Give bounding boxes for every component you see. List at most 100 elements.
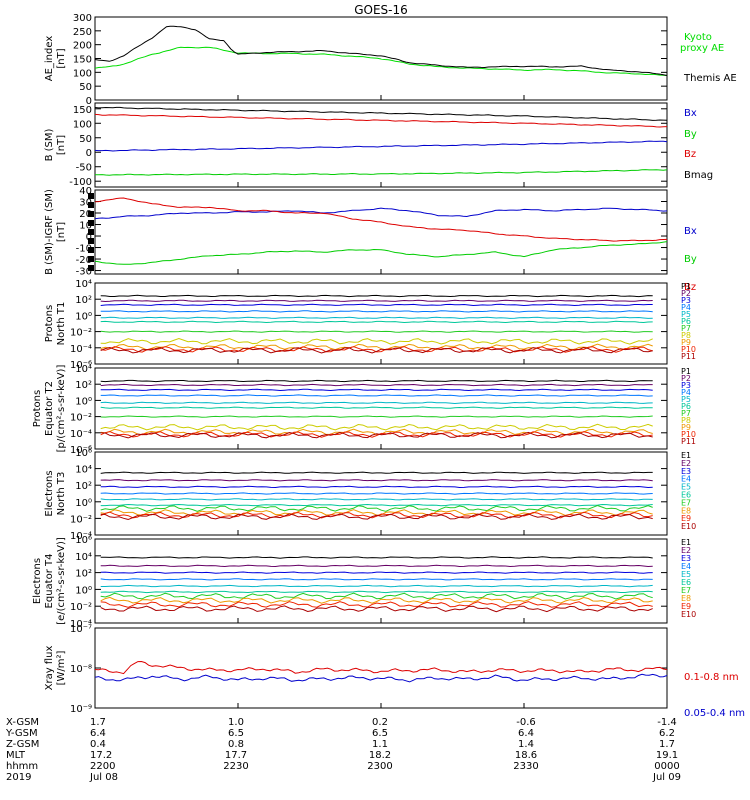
protons-north-channel-p3 xyxy=(100,303,653,307)
b-igrf-edge-marker xyxy=(88,238,94,244)
protons-north-legend-p11: P11 xyxy=(681,352,696,361)
protons-north-channel-p7 xyxy=(100,330,653,333)
b-igrf-edge-marker xyxy=(88,265,94,271)
b-sm-tick-label: 50 xyxy=(79,134,92,145)
ae-index-tick-label: 100 xyxy=(73,68,92,79)
protons-north-legend-p10: P10 xyxy=(681,345,696,354)
ae-index-ylabel: [nT] xyxy=(56,48,67,68)
electrons-equator-ylabel: Equator T4 xyxy=(44,554,55,609)
time-axis-value: 1.0 xyxy=(228,717,244,728)
electrons-north-channel-e1 xyxy=(100,471,653,474)
b-sm-series-bx xyxy=(94,140,668,152)
electrons-north-legend-e9: E9 xyxy=(681,514,691,523)
protons-equator-ylabel: Protons xyxy=(32,390,43,427)
time-axis-value: 6.2 xyxy=(659,728,675,739)
b-igrf-tick-label: 30 xyxy=(79,198,92,209)
protons-equator-legend-p7: P7 xyxy=(681,409,691,418)
b-igrf-tick-label: 40 xyxy=(79,186,92,197)
ae-index-tick-label: 200 xyxy=(73,41,92,52)
electrons-north-tick-label: 10⁰ xyxy=(75,498,92,509)
protons-north-channel-p8 xyxy=(100,337,653,345)
time-axis-value: -1.4 xyxy=(657,717,677,728)
time-axis-value: 2230 xyxy=(223,761,248,772)
time-axis-value: 0000 xyxy=(654,761,679,772)
protons-north-legend-p1: P1 xyxy=(681,282,691,291)
protons-north-tick-label: 10⁻⁴ xyxy=(70,344,92,355)
electrons-north-channel-e7 xyxy=(100,504,653,512)
protons-north-channel-p9 xyxy=(100,343,653,351)
time-axis-value: 6.4 xyxy=(90,728,106,739)
electrons-equator-legend-e5: E5 xyxy=(681,570,691,579)
time-axis-value: 18.2 xyxy=(369,750,391,761)
protons-north-legend-p8: P8 xyxy=(681,331,691,340)
xray-tick-label: 10⁻⁷ xyxy=(70,624,92,635)
protons-north-channel-p2 xyxy=(100,299,653,303)
protons-equator-legend-p2: P2 xyxy=(681,374,691,383)
protons-equator-legend-p5: P5 xyxy=(681,395,691,404)
protons-equator-legend-p9: P9 xyxy=(681,423,691,432)
electrons-north-legend-e6: E6 xyxy=(681,491,691,500)
protons-north-legend-p9: P9 xyxy=(681,338,691,347)
electrons-north-channel-e9 xyxy=(100,511,653,519)
b-igrf-series-bx xyxy=(94,207,668,220)
electrons-equator-legend-e8: E8 xyxy=(681,594,691,603)
electrons-equator-legend-e9: E9 xyxy=(681,602,691,611)
electrons-equator-tick-label: 10² xyxy=(75,569,92,580)
time-axis-value: 6.5 xyxy=(228,728,244,739)
protons-north-legend-p6: P6 xyxy=(681,317,691,326)
time-axis-value: 1.4 xyxy=(518,739,534,750)
electrons-north-tick-label: 10² xyxy=(75,481,92,492)
protons-equator-channel-p4 xyxy=(100,394,653,397)
b-igrf-ylabel: B (SM)-IGRF (SM) xyxy=(44,189,55,275)
electrons-north-ylabel: North T3 xyxy=(56,472,67,516)
ae-index-series-kyoto-proxy-ae xyxy=(94,46,668,76)
electrons-equator-tick-label: 10⁴ xyxy=(75,552,92,563)
time-axis-value: 6.4 xyxy=(518,728,534,739)
time-axis-value: Jul 08 xyxy=(89,772,118,783)
electrons-equator-channel-e4 xyxy=(100,578,653,581)
electrons-equator-legend-e1: E1 xyxy=(681,538,691,547)
time-axis-value: 17.2 xyxy=(90,750,112,761)
electrons-north-legend-e1: E1 xyxy=(681,451,691,460)
protons-equator-legend-p3: P3 xyxy=(681,381,691,390)
time-axis-value: 17.7 xyxy=(225,750,247,761)
electrons-equator-legend-e3: E3 xyxy=(681,554,691,563)
protons-north-channel-p5 xyxy=(100,316,653,319)
electrons-equator-channel-e2 xyxy=(100,564,653,568)
b-sm-tick-label: -100 xyxy=(69,177,92,188)
b-sm-series-bmag xyxy=(94,106,668,121)
protons-equator-tick-label: 10² xyxy=(75,380,92,391)
electrons-north-tick-label: 10⁻² xyxy=(70,514,92,525)
electrons-north-tick-label: 10⁶ xyxy=(75,448,92,459)
b-igrf-edge-marker xyxy=(88,256,94,262)
time-axis-row-label: Y-GSM xyxy=(5,728,38,739)
time-axis-row-label: 2019 xyxy=(6,772,31,783)
b-igrf-legend-by: By xyxy=(684,254,697,265)
electrons-equator-ylabel: Electrons xyxy=(32,558,43,604)
xray-ylabel: Xray flux xyxy=(44,646,55,691)
protons-north-ylabel: Protons xyxy=(44,305,55,342)
time-axis-row-label: Z-GSM xyxy=(6,739,39,750)
protons-equator-channel-p1 xyxy=(100,379,653,383)
protons-north-channel-p11 xyxy=(100,346,653,354)
electrons-north-legend-e4: E4 xyxy=(681,475,691,484)
protons-north-tick-label: 10⁰ xyxy=(75,311,92,322)
protons-equator-channel-p11 xyxy=(100,431,653,439)
electrons-equator-frame xyxy=(94,538,668,624)
chart-title: GOES-16 xyxy=(354,3,408,17)
electrons-equator-tick-label: 10⁻⁴ xyxy=(70,619,92,630)
time-axis-row-label: MLT xyxy=(6,750,26,761)
b-igrf-tick-label: -20 xyxy=(76,255,92,266)
ae-index-legend-themis-ae: Themis AE xyxy=(683,73,737,84)
protons-north-legend-p2: P2 xyxy=(681,289,691,298)
protons-equator-channel-p2 xyxy=(100,383,653,387)
protons-equator-legend-p6: P6 xyxy=(681,402,691,411)
xray-ylabel: [W/m²] xyxy=(56,650,67,685)
electrons-equator-channel-e10 xyxy=(100,605,653,613)
electrons-equator-legend-e6: E6 xyxy=(681,578,691,587)
b-sm-legend-bz: Bz xyxy=(684,149,696,160)
electrons-north-legend-e2: E2 xyxy=(681,459,691,468)
b-igrf-legend-bx: Bx xyxy=(684,226,697,237)
time-axis-value: 2300 xyxy=(367,761,392,772)
